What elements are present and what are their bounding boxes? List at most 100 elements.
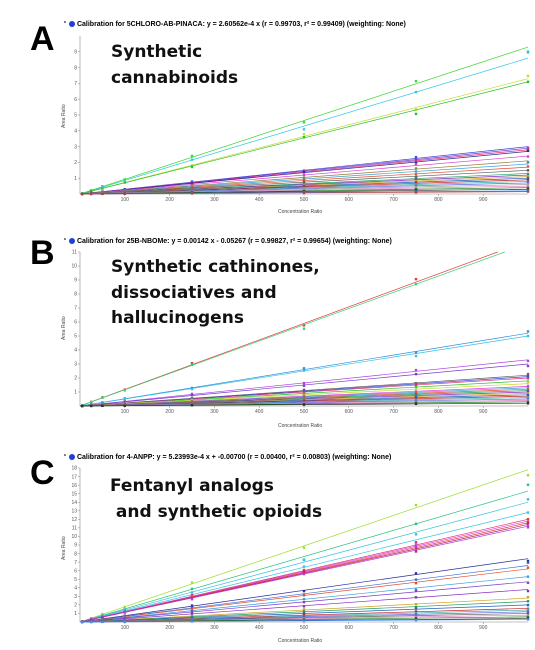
data-point <box>414 277 418 281</box>
data-point <box>526 377 530 380</box>
data-point <box>414 178 418 181</box>
data-point <box>414 613 418 616</box>
data-point <box>190 620 194 623</box>
data-point <box>526 388 530 391</box>
data-point <box>81 404 84 408</box>
data-point <box>414 162 418 166</box>
data-point <box>526 183 530 186</box>
x-tick-label: 600 <box>345 409 354 415</box>
calibration-line <box>79 57 529 195</box>
panel-title-b: * Calibration for 25B-NBOMe: y = 0.00142 … <box>64 238 392 245</box>
data-point <box>123 605 126 609</box>
data-point <box>101 192 104 196</box>
data-point <box>190 581 194 584</box>
data-point <box>526 511 530 514</box>
y-tick-label: 3 <box>74 594 77 600</box>
data-point <box>302 589 306 593</box>
data-point <box>101 401 104 404</box>
x-tick-label: 900 <box>479 409 488 415</box>
data-point <box>101 187 104 190</box>
data-point <box>526 566 530 569</box>
x-tick-label: 600 <box>345 197 354 203</box>
x-tick-label: 200 <box>165 625 174 631</box>
data-point <box>526 176 530 180</box>
data-point <box>526 526 530 529</box>
data-point <box>526 384 530 388</box>
data-point <box>414 184 418 187</box>
data-point <box>414 547 418 550</box>
data-point <box>526 610 530 613</box>
data-point <box>101 620 104 624</box>
x-tick-label: 900 <box>479 197 488 203</box>
y-tick-label: 4 <box>74 348 77 354</box>
data-point <box>414 402 418 406</box>
y-axis-label-b: Area Ratio <box>61 316 67 340</box>
data-point <box>302 133 306 136</box>
y-axis-label-c: Area Ratio <box>61 536 67 560</box>
y-tick-label: 7 <box>74 560 77 566</box>
data-point <box>190 154 194 158</box>
y-tick-label: 8 <box>74 65 77 71</box>
x-tick-label: 700 <box>389 409 398 415</box>
data-point <box>526 483 530 487</box>
data-point <box>414 611 418 615</box>
data-point <box>526 334 530 338</box>
data-point <box>302 178 306 182</box>
data-point <box>190 394 194 397</box>
data-point <box>414 354 418 358</box>
data-point <box>302 605 306 608</box>
data-point <box>302 170 306 174</box>
x-tick-label: 300 <box>210 197 219 203</box>
x-tick-label: 200 <box>165 409 174 415</box>
data-point <box>526 520 530 523</box>
category-label-b: Synthetic cathinones, dissociatives and … <box>111 257 320 328</box>
data-point <box>302 392 306 395</box>
data-point <box>414 283 418 286</box>
data-point <box>302 597 306 601</box>
data-point <box>101 396 104 399</box>
y-tick-label: 2 <box>74 160 77 166</box>
data-point <box>526 390 530 393</box>
data-point <box>526 80 530 84</box>
data-point <box>302 128 306 131</box>
x-tick-label: 400 <box>255 409 264 415</box>
y-tick-label: 5 <box>74 113 77 119</box>
data-point <box>526 364 530 368</box>
data-point <box>123 397 126 401</box>
data-point <box>414 542 418 546</box>
data-point <box>302 327 306 330</box>
data-point <box>302 558 306 562</box>
data-point <box>123 620 126 623</box>
data-point <box>414 173 418 176</box>
y-tick-label: 14 <box>71 500 77 506</box>
data-point <box>123 181 126 184</box>
panel-title-a: * Calibration for 5CHLORO-AB-PINACA: y = … <box>64 21 406 28</box>
data-point <box>302 173 306 177</box>
data-point <box>414 610 418 613</box>
panel-title-text-a: Calibration for 5CHLORO-AB-PINACA: y = 2… <box>76 21 406 28</box>
data-point <box>302 608 306 611</box>
data-point <box>414 589 418 592</box>
data-point <box>526 359 530 363</box>
data-point <box>302 367 306 370</box>
data-point <box>302 121 306 124</box>
y-tick-label: 11 <box>72 526 77 532</box>
data-point <box>414 158 418 161</box>
y-tick-label: 11 <box>72 250 77 256</box>
data-point <box>414 618 418 622</box>
data-point <box>90 192 93 196</box>
data-point <box>302 568 306 572</box>
data-point <box>526 400 530 404</box>
x-tick-label: 500 <box>300 409 309 415</box>
y-tick-label: 5 <box>74 577 77 583</box>
data-point <box>414 79 418 83</box>
y-tick-label: 18 <box>71 466 77 472</box>
data-point <box>302 565 306 568</box>
data-point <box>190 591 194 594</box>
data-point <box>414 616 418 620</box>
y-tick-label: 15 <box>71 491 77 497</box>
data-point <box>526 172 530 176</box>
data-point <box>526 169 530 172</box>
panel-title-text-c: Calibration for 4-ANPP: y = 5.23993e-4 x… <box>76 454 392 461</box>
y-tick-label: 5 <box>74 334 77 340</box>
